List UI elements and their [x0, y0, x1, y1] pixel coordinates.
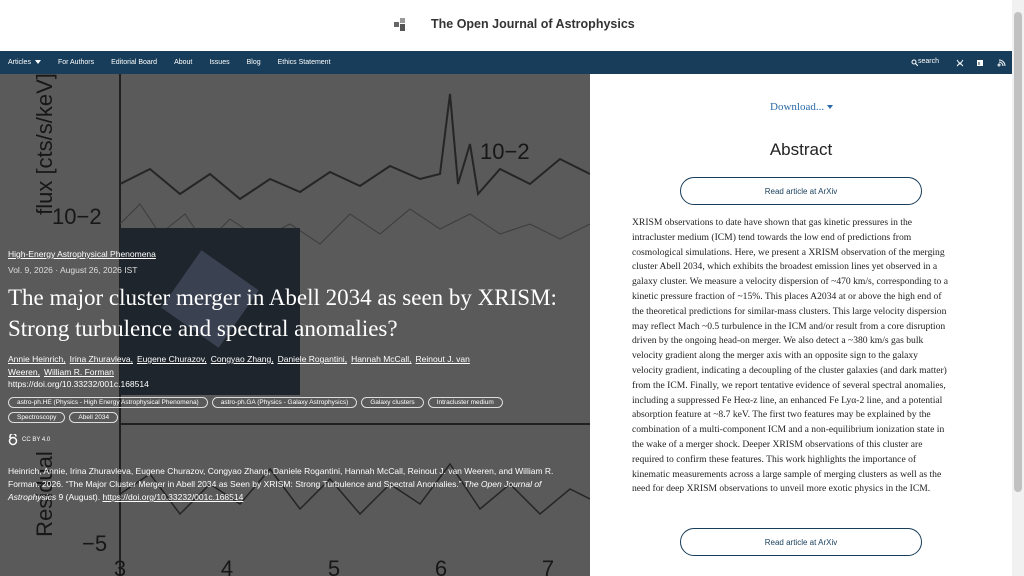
- nav-item[interactable]: Ethics Statement: [277, 59, 331, 66]
- nav-item[interactable]: For Authors: [57, 59, 95, 66]
- tag-pill[interactable]: Spectroscopy: [8, 412, 66, 423]
- plot-x-ticks: 3 4 5 6 7: [114, 556, 554, 576]
- plot-axis-label: Residual: [32, 451, 57, 537]
- download-menu[interactable]: Download...: [770, 101, 833, 113]
- scrollbar-thumb[interactable]: [1014, 12, 1022, 492]
- article-title: The major cluster merger in Abell 2034 a…: [8, 285, 557, 341]
- open-access-icon: [8, 434, 18, 446]
- citation: Heinrich, Annie, Irina Zhuravleva, Eugen…: [8, 465, 568, 504]
- logo[interactable]: [394, 18, 406, 32]
- citation-link[interactable]: https://doi.org/10.33232/001c.168514: [102, 492, 244, 502]
- article-hero: 10−2 10−2 flux [cts/s/keV] Residual −5 3…: [0, 74, 590, 576]
- site-header: The Open Journal of Astrophysics: [0, 0, 1012, 51]
- search-icon[interactable]: [911, 59, 918, 66]
- hero-background-plot: 10−2 10−2 flux [cts/s/keV] Residual −5 3…: [0, 74, 590, 576]
- citation-journal: The Open Journal of Astrophysics: [8, 479, 542, 502]
- abstract-heading: Abstract: [769, 140, 833, 159]
- author-link[interactable]: Daniele Rogantini,: [277, 354, 348, 364]
- author-link[interactable]: Congyao Zhang,: [210, 354, 274, 364]
- plot-tick-label: −5: [82, 531, 107, 556]
- citation-text: Heinrich, Annie, Irina Zhuravleva, Eugen…: [8, 466, 554, 489]
- tag-pill[interactable]: Intracluster medium: [427, 397, 503, 408]
- site-title[interactable]: The Open Journal of Astrophysics: [431, 17, 635, 31]
- plot-tick-label: 10−2: [480, 139, 530, 164]
- plot-tick-label: 4: [221, 556, 233, 576]
- nav-item[interactable]: Articles: [8, 59, 31, 66]
- nav-item[interactable]: Editorial Board: [111, 59, 158, 66]
- author-link[interactable]: Irina Zhuravleva,: [69, 354, 133, 364]
- tag-pill[interactable]: astro-ph.HE (Physics - High Energy Astro…: [8, 397, 208, 408]
- article-meta: Vol. 9, 2026 · August 26, 2026 IST: [8, 265, 138, 275]
- tag-pill[interactable]: Abell 2034: [69, 412, 119, 423]
- nav-bar: Articles For Authors Editorial Board About I…: [0, 51, 1012, 74]
- abstract-text: XRISM observations to date have shown th…: [632, 217, 948, 495]
- nav-item[interactable]: Blog: [246, 59, 261, 66]
- tag-pill[interactable]: Galaxy clusters: [361, 397, 424, 408]
- plot-tick-label: 3: [114, 556, 126, 576]
- arxiv-button[interactable]: Read article at ArXiv: [680, 528, 922, 556]
- nav-caret: [34, 60, 41, 64]
- plot-axis-label: flux [cts/s/keV]: [32, 74, 57, 215]
- license[interactable]: CC BY 4.0: [8, 434, 50, 446]
- nav-menu: Articles For Authors Editorial Board About I…: [8, 51, 331, 74]
- doi[interactable]: https://doi.org/10.33232/001c.168514: [8, 379, 149, 389]
- plot-tick-label: 6: [435, 556, 447, 576]
- plot-tick-label: 7: [542, 556, 554, 576]
- plot-tick-label: 10−2: [52, 204, 102, 229]
- social-icons[interactable]: [956, 59, 1006, 67]
- author-list: Annie Heinrich, Irina Zhuravleva, Eugene C…: [8, 353, 528, 379]
- author-link[interactable]: Annie Heinrich,: [8, 354, 66, 364]
- category-link[interactable]: High-Energy Astrophysical Phenomena: [8, 249, 156, 259]
- tag-list: astro-ph.HE (Physics - High Energy Astro…: [8, 397, 548, 423]
- search-link[interactable]: search: [918, 58, 940, 65]
- download-label[interactable]: Download...: [770, 101, 825, 113]
- hero-overlay: [0, 74, 590, 576]
- caret-shape: [34, 60, 41, 64]
- tag-pill[interactable]: astro-ph.GA (Physics - Galaxy Astrophysi…: [211, 397, 358, 408]
- caret: [826, 105, 833, 109]
- license-text: CC BY 4.0: [22, 437, 51, 443]
- arxiv-button[interactable]: Read article at ArXiv: [680, 177, 922, 205]
- author-link[interactable]: William R. Forman: [43, 367, 114, 377]
- author-link[interactable]: Hannah McCall,: [351, 354, 412, 364]
- citation-issue: 9 (August).: [56, 492, 103, 502]
- plot-tick-label: 5: [328, 556, 340, 576]
- nav-item[interactable]: About: [174, 59, 193, 66]
- author-link[interactable]: Eugene Churazov,: [136, 354, 207, 364]
- sidebar: [590, 74, 1012, 576]
- author-link[interactable]: Reinout J. van Weeren,: [8, 354, 470, 377]
- nav-item[interactable]: Issues: [209, 59, 230, 66]
